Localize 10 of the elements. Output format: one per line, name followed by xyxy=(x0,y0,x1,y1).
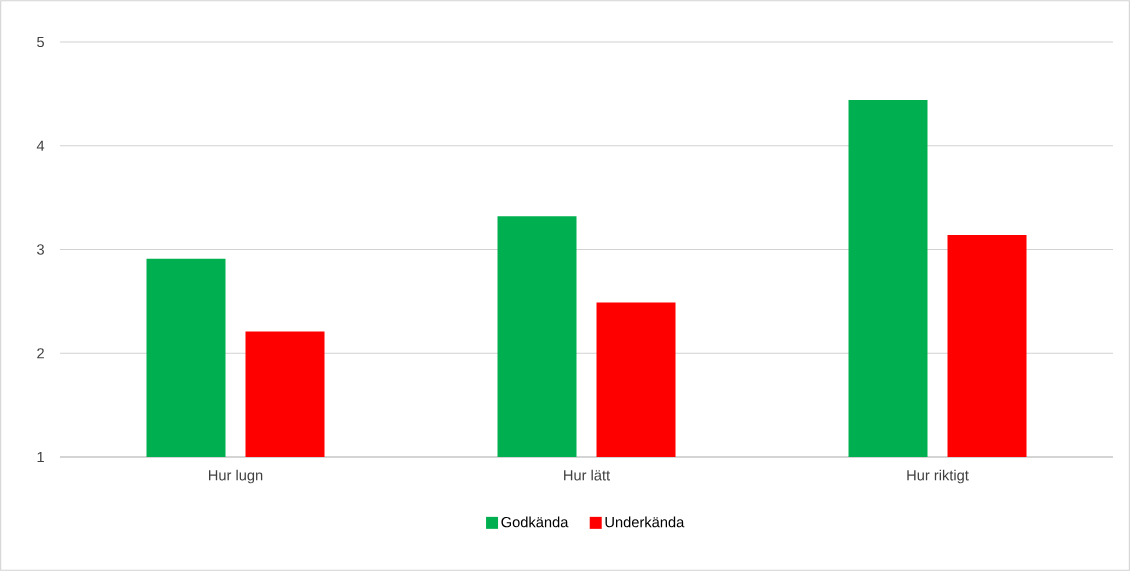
y-tick-label: 2 xyxy=(37,348,44,359)
legend-label: Godkända xyxy=(501,516,569,528)
y-tick-label: 1 xyxy=(37,451,44,463)
x-tick-label: Hur riktigt xyxy=(907,469,969,484)
y-tick-label: 3 xyxy=(37,244,44,255)
legend-label: Underkända xyxy=(605,516,685,528)
y-tick-label: 5 xyxy=(37,36,44,48)
x-tick-label: Hur lugn xyxy=(209,469,263,484)
y-tick-label: 4 xyxy=(36,140,45,151)
x-tick-label: Hur lätt xyxy=(564,469,611,481)
